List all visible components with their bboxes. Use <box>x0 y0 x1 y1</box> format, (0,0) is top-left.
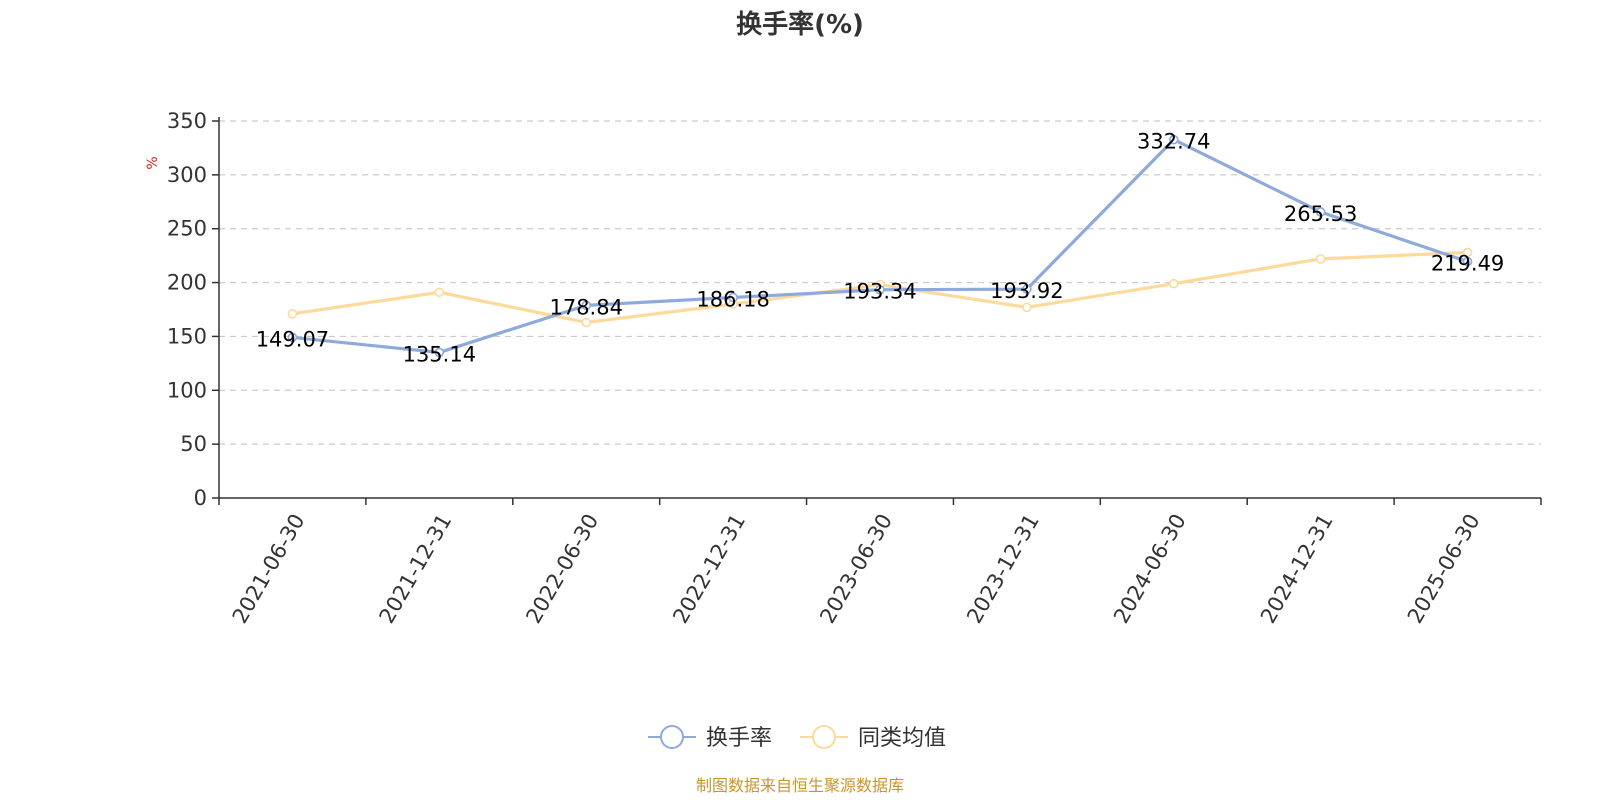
data-label: 219.49 <box>1431 252 1504 276</box>
legend-label: 同类均值 <box>858 726 946 751</box>
data-label: 178.84 <box>549 295 622 319</box>
x-tick-label: 2023-06-30 <box>815 510 897 628</box>
data-point[interactable] <box>1022 302 1032 313</box>
y-tick-label: 350 <box>167 109 207 133</box>
axes: 0 50 100 150 200 250 300 350 2021-06-30 2021-12-3… <box>167 109 1542 628</box>
x-tick-label: 2022-06-30 <box>521 510 603 628</box>
series-line <box>292 137 1469 355</box>
data-point[interactable] <box>728 292 738 303</box>
y-tick-label: 50 <box>180 432 207 456</box>
data-point[interactable] <box>434 347 445 358</box>
data-point[interactable] <box>581 317 592 328</box>
y-tick-label: 250 <box>167 217 207 241</box>
legend-marker <box>660 725 684 749</box>
legend-label: 换手率 <box>706 726 772 751</box>
data-point[interactable] <box>1315 254 1326 264</box>
data-label: 135.14 <box>403 342 476 366</box>
data-point[interactable] <box>1022 284 1032 294</box>
data-point[interactable] <box>1315 207 1326 217</box>
x-tick-label: 2021-06-30 <box>228 510 310 628</box>
source-note: 制图数据来自恒生聚源数据库 <box>696 776 904 795</box>
data-point[interactable] <box>1462 256 1473 267</box>
data-labels: 149.07 135.14 178.84 186.18 193.34 193.92 332.… <box>256 130 1505 367</box>
legend-item[interactable]: 同类均值 <box>800 725 946 751</box>
legend-marker <box>812 725 836 749</box>
data-label: 186.18 <box>696 287 769 311</box>
legend-item[interactable]: 换手率 <box>648 725 772 751</box>
x-tick-label: 2024-12-31 <box>1256 510 1338 628</box>
data-point[interactable] <box>1168 278 1179 289</box>
data-point[interactable] <box>434 287 445 298</box>
y-tick-label: 100 <box>167 378 207 402</box>
x-tick-label: 2021-12-31 <box>375 510 457 628</box>
y-tick-label: 150 <box>167 324 207 348</box>
x-tick-label: 2024-06-30 <box>1109 510 1191 628</box>
data-label: 332.74 <box>1137 130 1210 154</box>
data-label: 193.34 <box>843 280 916 304</box>
data-label: 265.53 <box>1284 202 1357 226</box>
x-tick-label: 2023-12-31 <box>962 510 1044 628</box>
series-layer <box>287 134 1473 358</box>
x-tick-label: 2025-06-30 <box>1403 510 1485 628</box>
y-tick-label: 200 <box>167 271 207 295</box>
data-point[interactable] <box>875 284 885 295</box>
data-label: 149.07 <box>256 327 329 351</box>
y-tick-label: 0 <box>194 486 207 510</box>
data-point[interactable] <box>1462 247 1473 258</box>
legend[interactable]: 换手率 同类均值 <box>648 725 946 751</box>
data-point[interactable] <box>287 309 298 319</box>
chart-title: 换手率(%) <box>736 9 864 40</box>
data-label: 193.92 <box>990 279 1063 303</box>
grid-lines <box>219 120 1541 445</box>
y-tick-label: 300 <box>167 163 207 187</box>
data-point[interactable] <box>581 300 592 311</box>
data-point[interactable] <box>1168 134 1179 145</box>
y-axis-unit-label: % <box>145 156 161 169</box>
x-tick-label: 2022-12-31 <box>668 510 750 628</box>
data-point[interactable] <box>287 332 298 343</box>
